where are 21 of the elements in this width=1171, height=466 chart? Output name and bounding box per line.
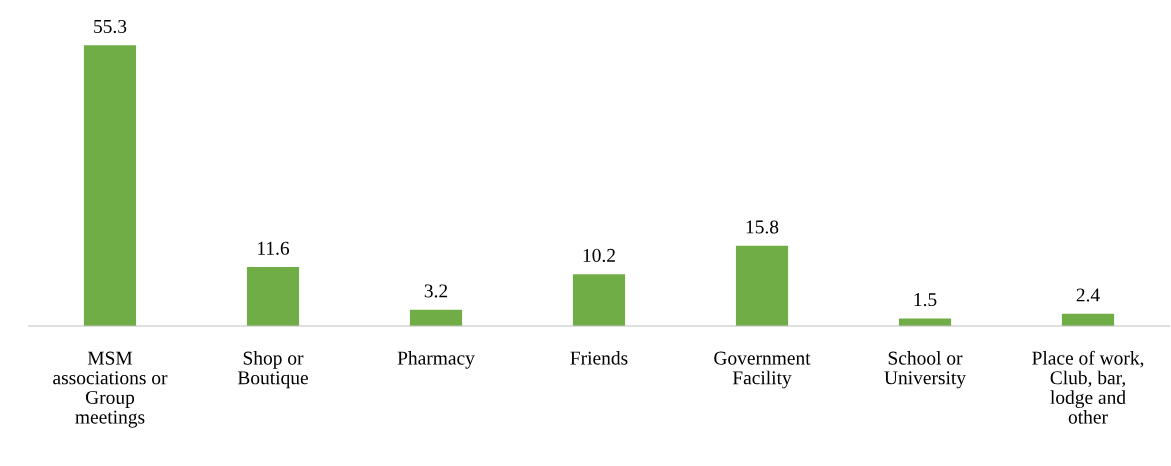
bar (83, 45, 137, 326)
data-label: 10.2 (583, 248, 615, 263)
data-label: 3.2 (424, 284, 448, 298)
bar (572, 274, 626, 326)
x-tick-label: Place of work, Club, bar, lodge and other (1032, 350, 1144, 424)
data-label: 11.6 (258, 241, 290, 255)
x-tick-label: Government Facility (714, 351, 811, 389)
x-tick-label: Friends (570, 351, 628, 365)
bar (735, 245, 789, 326)
data-label: 55.3 (94, 19, 127, 34)
x-tick-label: Shop or Boutique (237, 351, 308, 389)
x-tick-label: MSM associations or Group meetings (53, 351, 168, 428)
bar (246, 267, 300, 326)
data-label: 2.4 (1076, 288, 1100, 302)
bar (898, 318, 952, 326)
bar (409, 309, 463, 326)
bar (1061, 313, 1115, 326)
data-label: 15.8 (746, 220, 779, 234)
x-tick-label: Pharmacy (397, 351, 475, 369)
x-tick-label: School or University (884, 351, 966, 389)
data-label: 1.5 (914, 293, 937, 307)
